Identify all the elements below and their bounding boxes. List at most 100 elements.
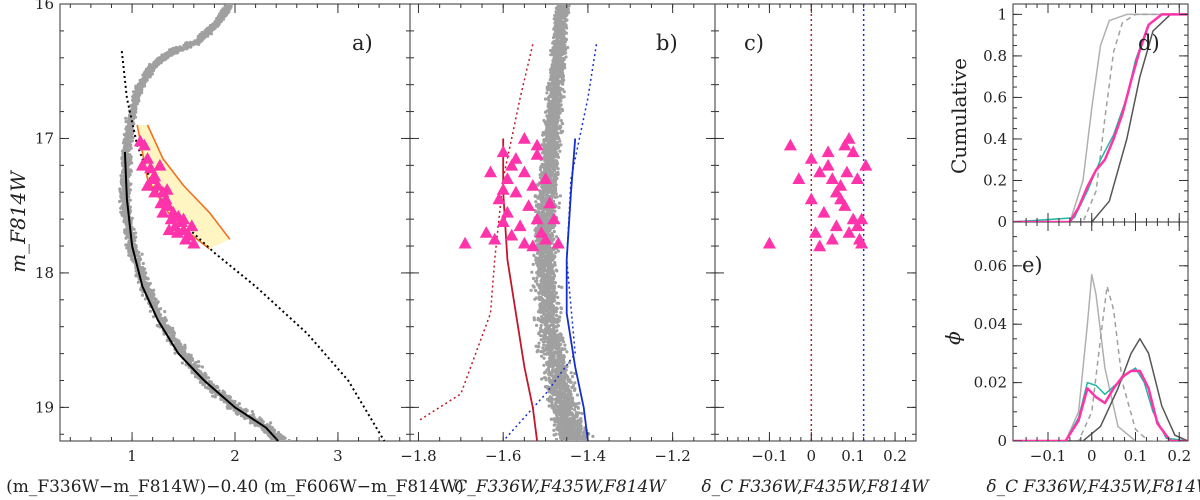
star-point [189,41,194,45]
star-point [139,288,143,292]
star-point [129,158,133,162]
star-point [223,5,227,9]
star-point [559,311,563,315]
star-point [564,37,569,42]
star-marker [153,158,167,171]
star-point [165,338,169,342]
star-point-cloud [529,4,595,441]
star-point [180,361,184,365]
star-point [146,287,150,291]
star-point [161,320,165,325]
star-point [146,66,151,70]
star-point [204,33,208,38]
star-point [168,326,172,330]
star-point [559,119,563,123]
star-point [129,155,133,159]
star-point [543,340,547,344]
star-point [126,152,130,156]
star-point [540,354,544,358]
star-point [164,326,168,330]
star-point [184,42,188,46]
star-point [128,198,132,202]
star-point [124,205,128,209]
star-point [269,421,273,425]
star-point [121,156,125,160]
star-point [228,6,232,10]
star-point [132,242,137,247]
star-point [556,249,561,253]
star-point [211,26,215,30]
star-point [547,326,552,330]
star-point [156,324,160,328]
star-point [541,299,545,303]
star-point [151,292,155,296]
star-point [166,328,171,333]
fiducial-solid-line [123,151,279,442]
star-point [127,126,131,130]
star-point [137,257,141,262]
star-point [127,147,131,152]
star-point [552,423,556,427]
star-point [200,365,204,369]
star-marker [170,226,184,238]
star-point [276,432,280,436]
star-point [550,258,554,262]
star-marker [177,212,190,225]
star-point [136,280,140,284]
star-point [135,93,139,97]
star-point [145,75,149,80]
star-point [122,183,126,187]
star-point [221,392,225,396]
star-point [145,284,149,288]
star-point [279,438,283,441]
star-point [185,44,190,48]
star-point [130,252,134,256]
star-point [145,281,149,285]
star-point [179,351,183,355]
star-point [132,227,136,231]
star-point [173,351,177,355]
star-point [171,329,175,333]
star-point [193,375,198,379]
star-point [225,405,229,409]
star-point [121,171,125,175]
star-point [151,315,156,319]
star-point [558,149,562,153]
panel-b-plot [418,4,598,442]
star-point [175,50,179,54]
star-point [130,225,134,229]
star-point [553,329,557,333]
star-point [218,16,222,20]
star-point [127,192,131,196]
star-point [199,380,203,384]
star-point [577,401,581,405]
star-point [151,62,155,66]
star-point [173,338,177,342]
star-point [141,84,145,88]
star-point [124,243,128,247]
star-point [537,341,541,345]
star-point [167,50,172,54]
star-point [549,49,553,53]
star-point [122,133,126,137]
star-point [555,195,559,199]
star-point [151,69,155,73]
star-point [258,416,262,420]
star-point [263,430,267,434]
star-point [148,70,152,75]
star-point [542,371,547,375]
star-point [128,141,132,145]
star-point [547,404,551,408]
star-point [144,277,148,281]
star-point [123,209,127,213]
star-point [541,133,545,137]
star-marker [148,185,162,198]
star-point [131,96,136,100]
star-point [179,46,183,50]
star-point [124,116,128,120]
star-point [152,301,156,305]
star-point [196,368,200,372]
star-point [140,293,145,297]
star-point [226,4,230,6]
